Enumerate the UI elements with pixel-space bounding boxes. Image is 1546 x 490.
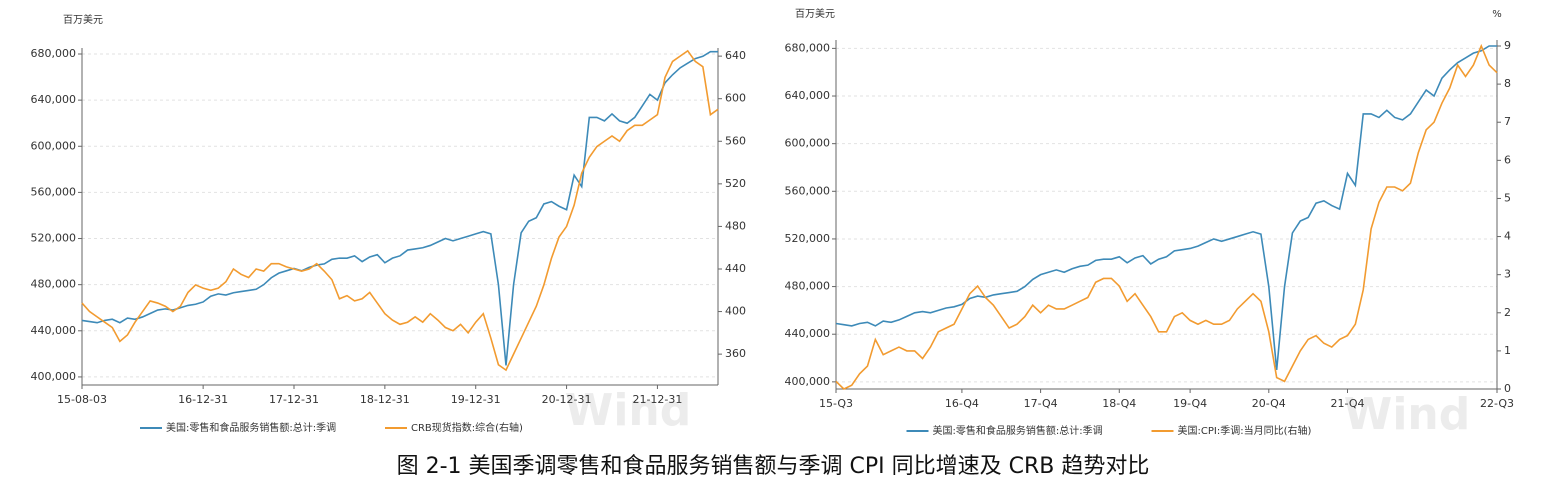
y-tick-label: 560,000 (785, 184, 831, 197)
y2-tick-label: 7 (1504, 115, 1511, 128)
y2-tick-label: 600 (725, 92, 746, 105)
y-tick-label: 480,000 (785, 280, 831, 293)
legend-label: 美国:零售和食品服务销售额:总计:季调 (933, 424, 1103, 437)
legend-label: CRB现货指数:综合(右轴) (411, 421, 523, 434)
x-tick-label: 15-Q3 (819, 397, 853, 410)
y-tick-label: 520,000 (785, 232, 831, 245)
legend-label: 美国:零售和食品服务销售额:总计:季调 (166, 421, 336, 434)
y2-tick-label: 2 (1504, 306, 1511, 319)
x-tick-label: 20-Q4 (1252, 397, 1286, 410)
series-line (835, 45, 1497, 371)
y2-tick-label: 400 (725, 305, 746, 318)
y-tick-label: 680,000 (785, 41, 831, 54)
y2-tick-label: 440 (725, 262, 746, 275)
series-line (835, 43, 1498, 390)
unit-label-right: % (1492, 9, 1502, 20)
x-tick-label: 18-Q4 (1102, 397, 1136, 410)
x-tick-label: 17-Q4 (1024, 397, 1058, 410)
y-tick-label: 440,000 (31, 324, 77, 337)
y2-tick-label: 9 (1504, 39, 1511, 52)
unit-label: 百万美元 (63, 13, 103, 26)
y2-tick-label: 6 (1504, 153, 1511, 166)
y-tick-label: 400,000 (31, 370, 77, 383)
y2-tick-label: 520 (725, 177, 746, 190)
x-tick-label: 19-Q4 (1173, 397, 1207, 410)
caption: 图 2-1 美国季调零售和食品服务销售额与季调 CPI 同比增速及 CRB 趋势… (397, 454, 1150, 479)
y2-tick-label: 360 (725, 347, 746, 360)
x-tick-label: 20-12-31 (542, 393, 592, 406)
y-tick-label: 400,000 (785, 375, 831, 388)
y-tick-label: 680,000 (31, 47, 77, 60)
y-tick-label: 640,000 (785, 89, 831, 102)
x-tick-label: 17-12-31 (269, 393, 319, 406)
y2-tick-label: 8 (1504, 77, 1511, 90)
x-tick-label: 16-12-31 (178, 393, 228, 406)
series-line (81, 50, 718, 366)
y2-tick-label: 3 (1504, 268, 1511, 281)
y-tick-label: 480,000 (31, 278, 77, 291)
y-tick-label: 440,000 (785, 327, 831, 340)
y2-tick-label: 0 (1504, 382, 1511, 395)
y2-tick-label: 640 (725, 49, 746, 62)
y-tick-label: 520,000 (31, 232, 77, 245)
y-tick-label: 600,000 (785, 137, 831, 150)
watermark: Wind (565, 385, 691, 436)
x-tick-label: 19-12-31 (451, 393, 501, 406)
x-tick-label: 16-Q4 (945, 397, 979, 410)
legend-label: 美国:CPI:季调:当月同比(右轴) (1178, 424, 1312, 437)
y-tick-label: 600,000 (31, 139, 77, 152)
y-tick-label: 640,000 (31, 93, 77, 106)
series-line (81, 49, 719, 372)
x-tick-label: 18-12-31 (360, 393, 410, 406)
unit-label: 百万美元 (795, 7, 835, 20)
x-tick-label: 21-12-31 (632, 393, 682, 406)
y2-tick-label: 480 (725, 219, 746, 232)
x-tick-label: 15-08-03 (57, 393, 107, 406)
watermark: Wind (1344, 389, 1470, 440)
y2-tick-label: 4 (1504, 230, 1511, 243)
x-tick-label: 22-Q3 (1480, 397, 1514, 410)
y-tick-label: 560,000 (31, 185, 77, 198)
y2-tick-label: 5 (1504, 191, 1511, 204)
y2-tick-label: 1 (1504, 344, 1511, 357)
y2-tick-label: 560 (725, 134, 746, 147)
x-tick-label: 21-Q4 (1330, 397, 1364, 410)
